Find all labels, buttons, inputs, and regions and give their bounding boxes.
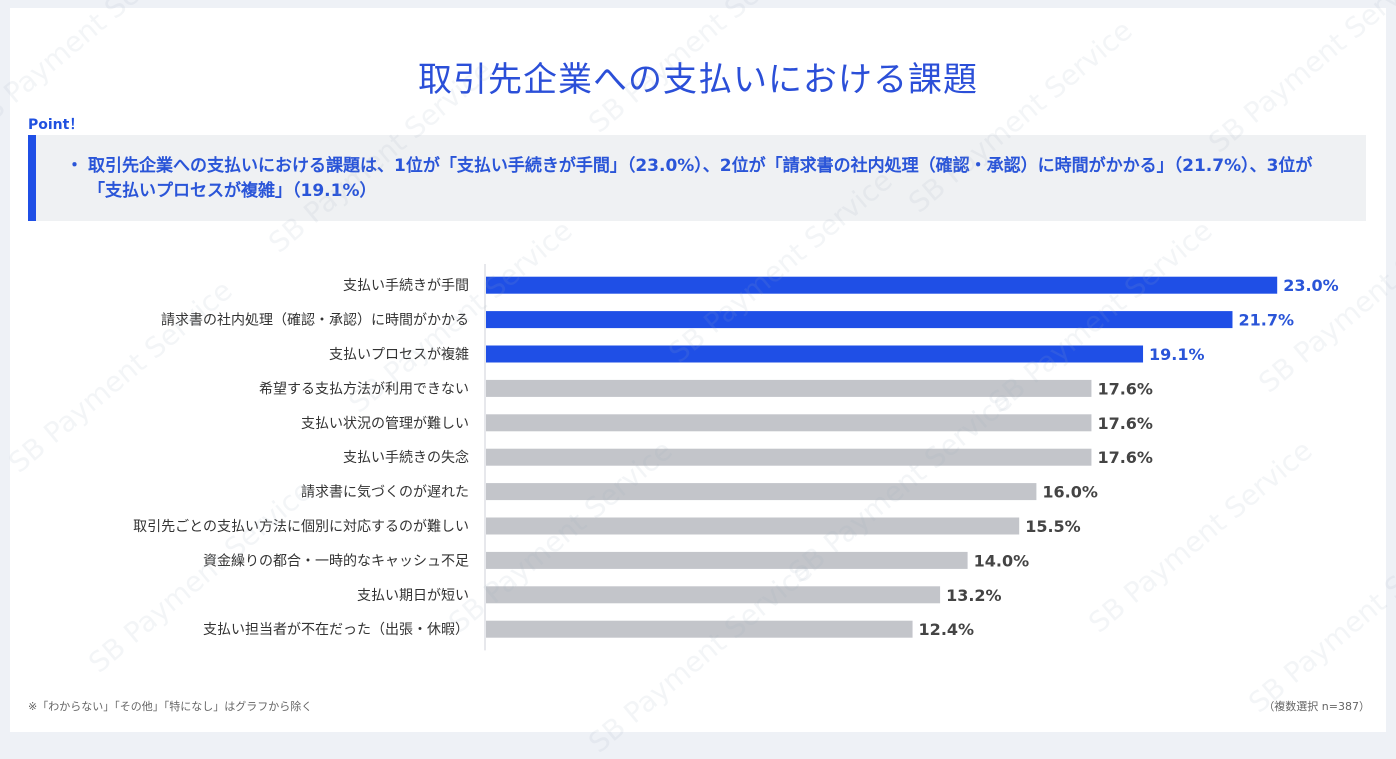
bar xyxy=(486,448,1092,466)
point-label: Point！ xyxy=(28,117,84,133)
value-label: 23.0% xyxy=(1283,276,1339,295)
bar xyxy=(486,620,913,638)
value-label: 15.5% xyxy=(1025,517,1081,536)
sample-size: （複数選択 n=387） xyxy=(1263,700,1370,713)
value-label: 19.1% xyxy=(1149,345,1205,364)
bar xyxy=(486,586,941,604)
value-label: 13.2% xyxy=(946,586,1002,605)
category-label: 請求書に気づくのが遅れた xyxy=(301,485,469,501)
value-label: 17.6% xyxy=(1097,414,1153,433)
bar-chart: 支払い手続きが手間 23.0% 請求書の社内処理（確認・承認）に時間がかかる 21.7… xyxy=(133,264,1339,651)
category-label: 支払い手続きが手間 xyxy=(343,277,469,294)
page-title: 取引先企業への支払いにおける課題 xyxy=(418,60,978,100)
bar xyxy=(486,551,968,569)
category-label: 支払い担当者が不在だった（出張・休暇） xyxy=(203,622,469,638)
value-label: 12.4% xyxy=(919,620,975,639)
category-label: 請求書の社内処理（確認・承認）に時間がかかる xyxy=(161,313,469,329)
point-box: ・ 取引先企業への支払いにおける課題は、1位が「支払い手続きが手間」（23.0%… xyxy=(28,135,1366,221)
category-label: 支払い期日が短い xyxy=(357,588,469,604)
bar xyxy=(486,517,1020,535)
value-label: 17.6% xyxy=(1097,379,1153,398)
bar xyxy=(486,414,1092,432)
category-label: 希望する支払方法が利用できない xyxy=(259,381,469,397)
bar xyxy=(486,483,1037,501)
value-label: 16.0% xyxy=(1042,483,1098,502)
bar xyxy=(486,345,1144,363)
value-label: 14.0% xyxy=(974,551,1030,570)
category-label: 支払い状況の管理が難しい xyxy=(301,416,469,432)
category-label: 支払い手続きの失念 xyxy=(343,449,469,466)
category-label: 取引先ごとの支払い方法に個別に対応するのが難しい xyxy=(133,519,469,535)
value-label: 21.7% xyxy=(1238,311,1294,330)
footnote: ※「わからない」「その他」「特になし」はグラフから除く xyxy=(28,700,313,713)
point-bullet: ・ xyxy=(66,156,83,176)
bar xyxy=(486,276,1278,294)
category-label: 支払いプロセスが複雑 xyxy=(329,346,469,363)
category-label: 資金繰りの都合・一時的なキャッシュ不足 xyxy=(203,553,469,569)
point-text-block: ・ 取引先企業への支払いにおける課題は、1位が「支払い手続きが手間」（23.0%… xyxy=(66,154,1346,204)
chart-card: 取引先企業への支払いにおける課題 Point！ ・ 取引先企業への支払いにおける… xyxy=(10,8,1386,732)
point-text: 取引先企業への支払いにおける課題は、1位が「支払い手続きが手間」（23.0%）、… xyxy=(88,156,1313,201)
bar xyxy=(486,379,1092,397)
value-label: 17.6% xyxy=(1097,448,1153,467)
bar xyxy=(486,311,1233,329)
